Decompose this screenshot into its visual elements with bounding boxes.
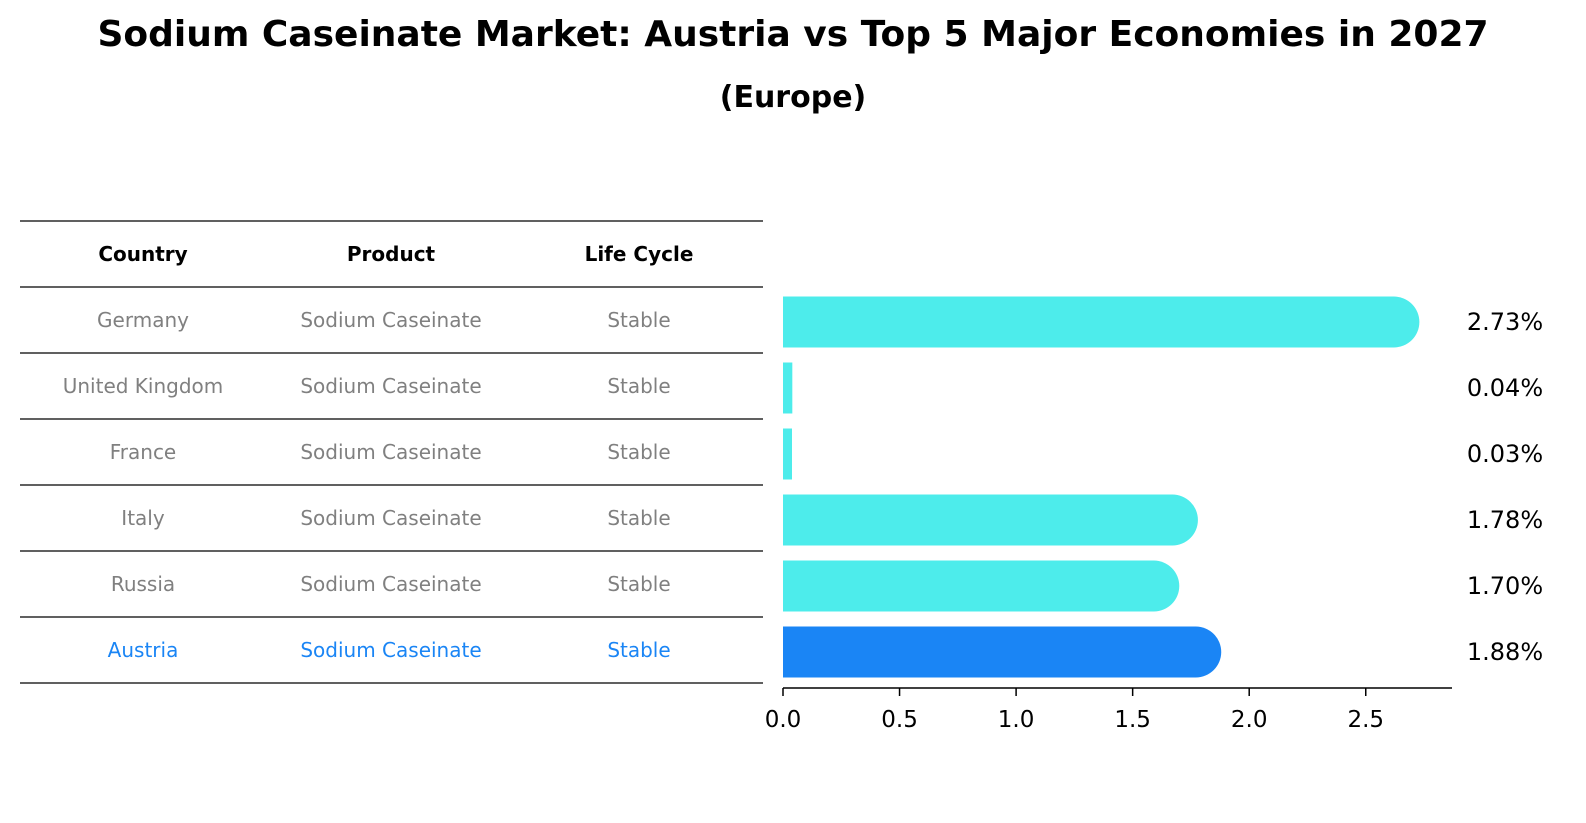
chart-title: Sodium Caseinate Market: Austria vs Top … [97,14,1489,55]
bar [783,560,1180,612]
x-tick-label: 2.0 [1231,707,1268,733]
data-table: Country Product Life Cycle Germany Sodium Ca… [20,220,763,684]
table-cell-product: Sodium Caseinate [300,506,481,530]
table-cell-product: Sodium Caseinate [300,374,481,398]
table-cell-product: Sodium Caseinate [300,572,481,596]
table-cell-life-cycle: Stable [607,374,670,398]
bar-value-label: 2.73% [1467,308,1543,336]
bar [783,362,793,414]
bar [783,494,1198,546]
table-cell-country: Austria [108,638,179,662]
x-tick-label: 1.0 [998,707,1035,733]
bar [783,428,792,480]
table-header-cell: Product [347,242,436,266]
bar-value-label: 1.70% [1467,572,1543,600]
chart-subtitle: (Europe) [719,80,867,115]
table-cell-country: United Kingdom [63,374,224,398]
table-cell-life-cycle: Stable [607,506,670,530]
table-cell-country: Germany [97,308,189,332]
table-cell-country: France [110,440,177,464]
table-cell-life-cycle: Stable [607,572,670,596]
bar-value-label: 0.04% [1467,374,1543,402]
table-cell-country: Italy [121,506,165,530]
table-cell-life-cycle: Stable [607,308,670,332]
x-tick-label: 1.5 [1114,707,1151,733]
bar-value-label: 0.03% [1467,440,1543,468]
bar-value-label: 1.78% [1467,506,1543,534]
table-cell-product: Sodium Caseinate [300,638,481,662]
x-tick-label: 0.0 [765,707,802,733]
table-cell-life-cycle: Stable [607,440,670,464]
table-cell-product: Sodium Caseinate [300,308,481,332]
x-tick-label: 0.5 [881,707,918,733]
bar [783,296,1420,348]
bar [783,626,1222,678]
table-cell-product: Sodium Caseinate [300,440,481,464]
table-cell-life-cycle: Stable [607,638,670,662]
table-cell-country: Russia [111,572,175,596]
bar-value-label: 1.88% [1467,638,1543,666]
bar-chart: 2.73% 0.04% 0.03% 1.78% 1.70% 1.88% 0.0 0.5 1.0 1… [765,296,1543,733]
table-header-cell: Life Cycle [585,242,694,266]
table-header-cell: Country [98,242,187,266]
x-tick-label: 2.5 [1347,707,1384,733]
